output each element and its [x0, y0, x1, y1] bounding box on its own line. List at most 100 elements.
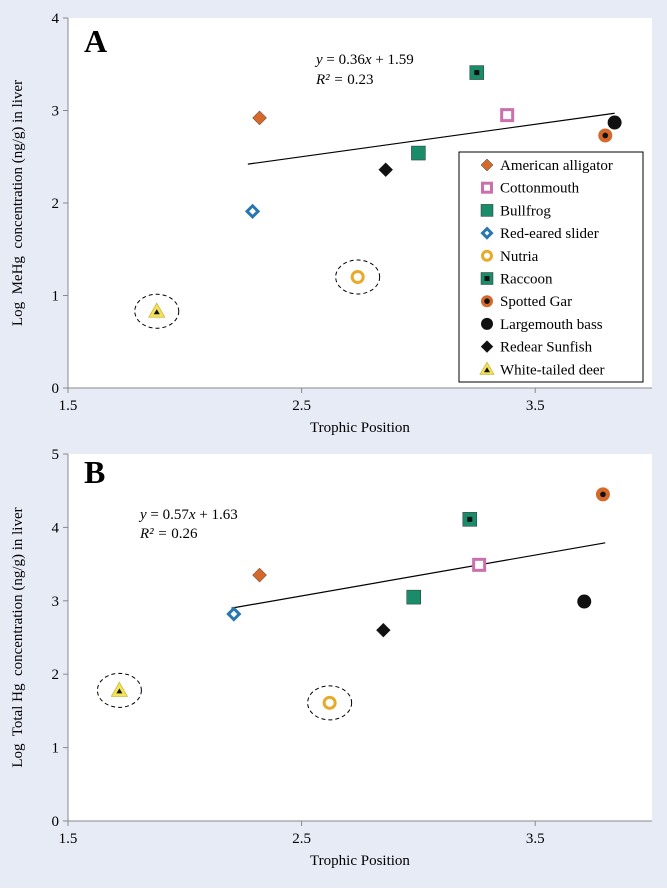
x-tick-label: 2.5	[292, 831, 311, 847]
r-squared: R² = 0.23	[315, 72, 374, 88]
marker-center-dot	[484, 298, 490, 305]
highlight-circle	[307, 685, 353, 721]
r-squared: R² = 0.26	[139, 526, 198, 542]
y-tick-label: 0	[52, 814, 60, 830]
american-alligator-marker	[480, 158, 494, 172]
data-point	[595, 487, 610, 502]
bullfrog-marker	[406, 589, 421, 605]
data-point	[469, 65, 485, 80]
y-tick-label: 2	[52, 196, 60, 212]
legend-entry: Raccoon	[480, 272, 553, 288]
legend-entry: Bullfrog	[480, 203, 551, 219]
marker-center-dot	[467, 516, 473, 522]
highlight-circle	[96, 672, 142, 708]
marker-center-dot	[484, 367, 490, 373]
data-point	[252, 110, 267, 126]
y-tick-label: 4	[52, 11, 60, 27]
cottonmouth-marker	[472, 557, 487, 572]
data-point	[411, 145, 426, 161]
data-point	[598, 128, 613, 143]
data-point	[500, 108, 515, 123]
red-eared-slider-marker	[244, 203, 261, 219]
r-squared-value: 0.23	[344, 72, 374, 88]
y-tick-label: 2	[52, 667, 60, 683]
highlight-circle	[335, 259, 381, 295]
regression-equation: y = 0.36x + 1.59	[314, 52, 414, 68]
legend-label: Redear Sunfish	[500, 340, 593, 356]
marker-center-dot	[600, 491, 606, 498]
legend-label: Raccoon	[500, 272, 553, 288]
red-eared-slider-marker	[480, 226, 494, 240]
x-tick-label: 3.5	[526, 398, 545, 414]
redear-sunfish-marker	[376, 622, 391, 638]
y-axis-title: Log MeHg concentration (ng/g) in liver	[10, 80, 26, 326]
bullfrog-marker	[411, 145, 426, 161]
redear-sunfish-marker	[480, 340, 494, 353]
legend-entry: Red-eared slider	[480, 226, 599, 242]
data-point	[472, 557, 487, 572]
y-tick-label: 3	[52, 104, 60, 120]
panel-label: A	[84, 23, 107, 59]
data-point	[96, 672, 142, 708]
marker-center-dot	[116, 688, 123, 694]
x-axis-title: Trophic Position	[310, 853, 410, 869]
equation-part: + 1.63	[196, 507, 238, 523]
nutria-marker	[322, 695, 337, 710]
marker-center-dot	[602, 132, 609, 139]
marker-center-dot	[474, 70, 480, 76]
legend-label: Cottonmouth	[500, 181, 580, 197]
marker-center-dot	[153, 309, 160, 315]
legend-label: Red-eared slider	[500, 226, 599, 242]
r-squared-label: R² =	[139, 526, 168, 542]
data-point	[134, 293, 180, 329]
data-point	[335, 259, 381, 295]
redear-sunfish-marker	[378, 162, 394, 178]
legend: American alligator Cottonmouth Bullfrog Red…	[458, 151, 644, 383]
data-point	[252, 567, 267, 583]
largemouth-bass-marker	[577, 594, 592, 609]
largemouth-bass-marker	[607, 115, 622, 130]
bullfrog-marker	[480, 204, 494, 217]
x-axis-title: Trophic Position	[310, 420, 410, 436]
data-point	[244, 203, 261, 219]
legend-entry: Redear Sunfish	[480, 340, 593, 356]
cottonmouth-marker	[500, 108, 515, 123]
data-point	[607, 115, 622, 130]
cottonmouth-marker	[481, 181, 493, 194]
equation-part: x	[188, 507, 196, 523]
largemouth-bass-marker	[481, 317, 493, 330]
equation-part: = 0.36	[323, 52, 366, 68]
american-alligator-marker	[252, 567, 267, 583]
equation-part: y	[138, 507, 147, 523]
y-axis-title: Log Total Hg concentration (ng/g) in liv…	[10, 507, 26, 767]
nutria-marker	[481, 249, 493, 262]
plot-area	[68, 454, 652, 821]
regression-equation: y = 0.57x + 1.63	[138, 507, 238, 523]
equation-part: + 1.59	[372, 52, 414, 68]
legend-label: Nutria	[500, 249, 539, 265]
trendline	[231, 542, 606, 609]
data-point	[378, 162, 394, 178]
legend-entry: Largemouth bass	[481, 317, 603, 333]
legend-label: Largemouth bass	[500, 317, 603, 333]
legend-entry: Cottonmouth	[481, 181, 580, 197]
data-point	[307, 685, 353, 721]
equation-part: y	[314, 52, 323, 68]
legend-label: Spotted Gar	[500, 294, 572, 310]
r-squared-label: R² =	[315, 72, 344, 88]
y-tick-label: 1	[52, 741, 60, 757]
y-tick-label: 1	[52, 289, 60, 305]
nutria-marker	[350, 270, 365, 284]
data-point	[462, 512, 478, 527]
y-tick-label: 0	[52, 381, 60, 397]
equation-part: = 0.57	[147, 507, 190, 523]
legend-entry: American alligator	[480, 158, 613, 174]
data-point	[376, 622, 391, 638]
x-tick-label: 3.5	[526, 831, 545, 847]
y-tick-label: 4	[52, 520, 60, 536]
y-tick-label: 3	[52, 594, 60, 610]
american-alligator-marker	[252, 110, 267, 126]
data-point	[406, 589, 421, 605]
legend-label: American alligator	[500, 158, 613, 174]
